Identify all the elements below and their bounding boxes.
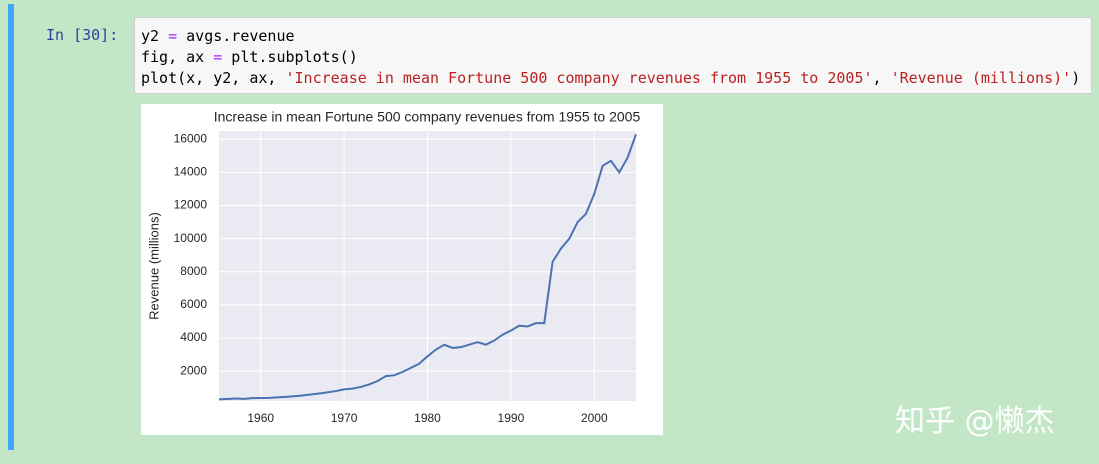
y-tick-label: 6000 [180, 297, 207, 311]
prompt: In [30]: [46, 26, 119, 44]
code-line: plot(x, y2, ax, 'Increase in mean Fortun… [141, 68, 1085, 89]
code-line: y2 = avgs.revenue [141, 26, 1085, 47]
code-cell[interactable]: y2 = avgs.revenue fig, ax = plt.subplots(… [134, 17, 1092, 94]
code-token: , [872, 69, 891, 87]
code-line: fig, ax = plt.subplots() [141, 47, 1085, 68]
y-tick-label: 2000 [180, 363, 207, 377]
y-tick-label: 10000 [174, 231, 208, 245]
y-tick-label: 8000 [180, 264, 207, 278]
y-tick-label: 4000 [180, 330, 207, 344]
chart: Increase in mean Fortune 500 company rev… [141, 104, 663, 435]
y-tick-label: 14000 [174, 165, 208, 179]
data-line [218, 133, 637, 401]
code-token: fig, ax [141, 48, 214, 66]
x-tick-label: 1960 [247, 411, 274, 425]
code-token: = [213, 48, 223, 66]
y-tick-label: 12000 [174, 198, 208, 212]
x-tick-label: 2000 [581, 411, 608, 425]
code-token: 'Increase in mean Fortune 500 company re… [285, 69, 873, 87]
code-token: plt.subplots() [222, 48, 358, 66]
code-token: ) [1071, 69, 1081, 87]
code-token: = [168, 27, 178, 45]
cell-indicator [8, 4, 14, 450]
x-tick-label: 1980 [414, 411, 441, 425]
chart-title: Increase in mean Fortune 500 company rev… [214, 109, 641, 125]
code-token: plot(x, y2, ax, [141, 69, 286, 87]
y-axis-label: Revenue (millions) [146, 212, 161, 320]
code-token: avgs.revenue [177, 27, 295, 45]
code-token: 'Revenue (millions)' [890, 69, 1072, 87]
code-token: y2 [141, 27, 169, 45]
x-tick-label: 1970 [331, 411, 358, 425]
y-tick-label: 16000 [174, 131, 208, 145]
watermark: 知乎 @懒杰 [895, 404, 1055, 439]
x-tick-label: 1990 [498, 411, 525, 425]
